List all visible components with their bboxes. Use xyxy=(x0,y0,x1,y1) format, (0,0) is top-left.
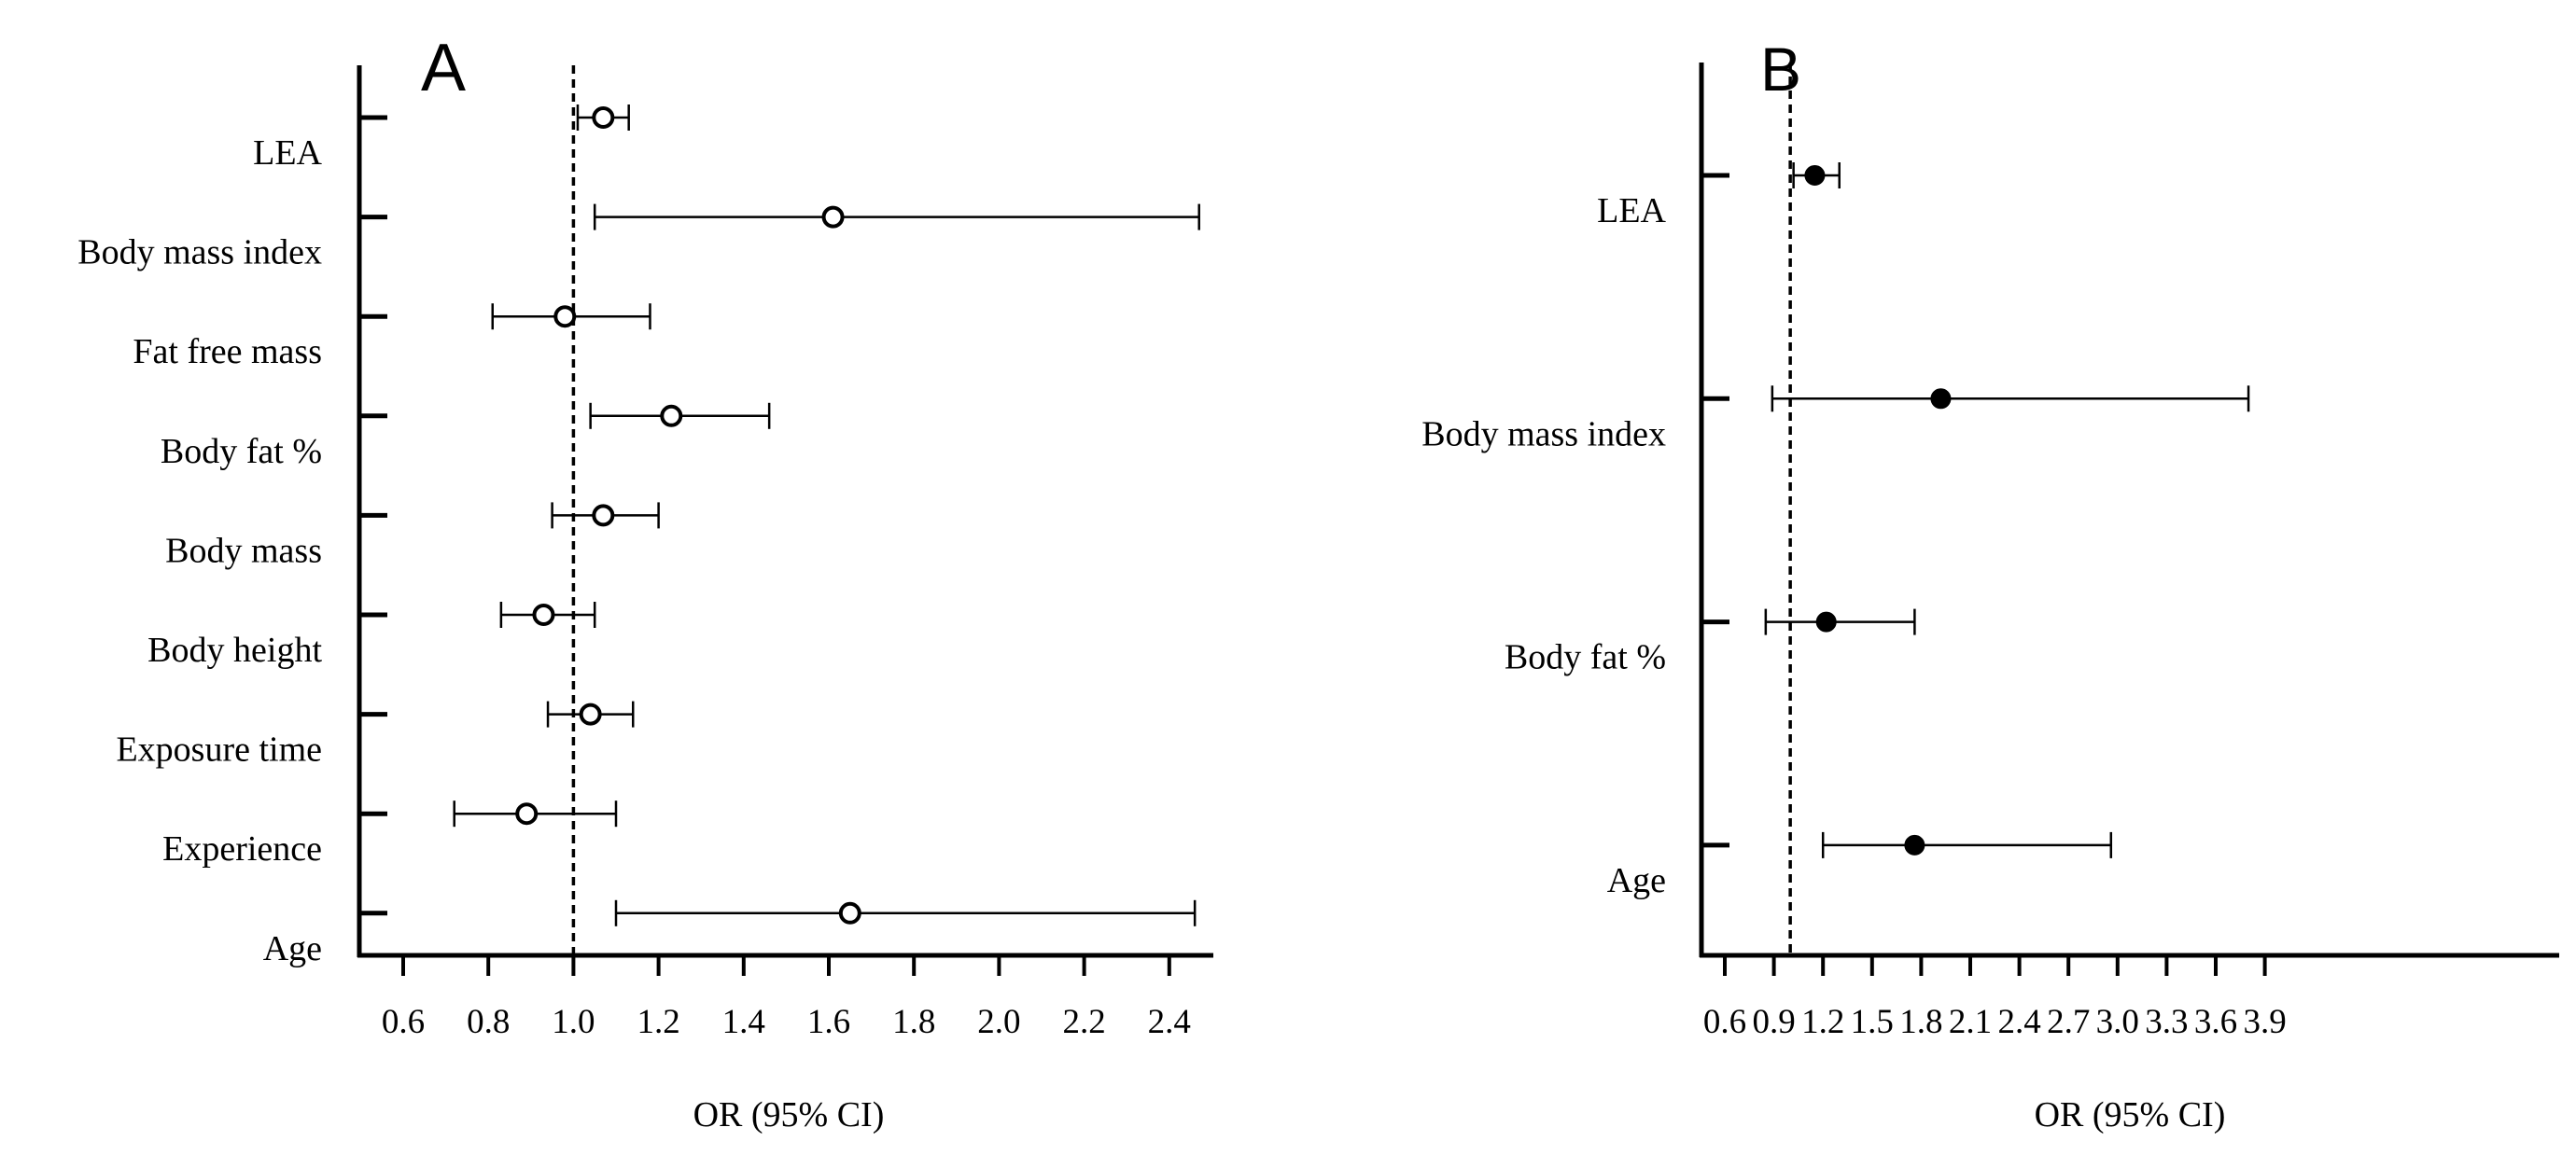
row-label: Age xyxy=(1607,861,1666,900)
x-tick-label: 0.6 xyxy=(1703,1003,1746,1041)
point-estimate xyxy=(821,205,845,229)
point-estimate xyxy=(532,604,555,626)
x-tick-label: 3.6 xyxy=(2194,1003,2237,1041)
point-estimate xyxy=(579,703,602,726)
x-tick-label: 1.4 xyxy=(722,1003,765,1041)
x-tick-label: 1.2 xyxy=(1801,1003,1844,1041)
forest-row: Age xyxy=(1607,831,2113,900)
x-tick-label: 1.6 xyxy=(807,1003,850,1041)
x-tick-label: 2.7 xyxy=(2047,1003,2090,1041)
forest-row: Fat free mass xyxy=(133,303,651,371)
x-tick-label: 1.8 xyxy=(892,1003,935,1041)
row-label: Body fat % xyxy=(161,432,322,471)
x-tick-label: 3.0 xyxy=(2096,1003,2139,1041)
x-tick-label: 1.2 xyxy=(637,1003,679,1041)
forest-row: LEA xyxy=(253,104,630,173)
x-axis-title: OR (95% CI) xyxy=(2035,1095,2226,1134)
point-estimate xyxy=(838,901,861,925)
row-label: Body mass index xyxy=(77,233,322,272)
x-tick-label: 2.4 xyxy=(1997,1003,2040,1041)
row-label: Body mass index xyxy=(1421,414,1666,453)
x-tick-label: 2.1 xyxy=(1949,1003,1992,1041)
forest-row: Body mass index xyxy=(77,203,1200,272)
forest-row: Age xyxy=(263,899,1197,968)
x-tick-label: 0.8 xyxy=(467,1003,510,1041)
row-label: Body mass xyxy=(165,531,322,570)
x-tick-label: 1.5 xyxy=(1851,1003,1894,1041)
forest-row: Body fat % xyxy=(161,402,771,471)
panel-A: A 0.6 0.8 1.0 1.2 1.4 1.6 1.8 2.0 2.2 2.4 OR (95% C… xyxy=(77,31,1213,1134)
row-label: Exposure time xyxy=(116,731,322,770)
point-estimate xyxy=(553,305,577,328)
row-label: LEA xyxy=(253,133,322,173)
forest-row: Body mass index xyxy=(1421,385,2250,453)
forest-row: Experience xyxy=(162,800,618,869)
row-label: Experience xyxy=(162,829,322,869)
x-tick-label: 2.4 xyxy=(1148,1003,1191,1041)
x-tick-label: 2.2 xyxy=(1062,1003,1105,1041)
x-tick-label: 0.6 xyxy=(382,1003,425,1041)
row-label: LEA xyxy=(1597,191,1666,230)
point-estimate xyxy=(1815,611,1837,633)
x-tick-label: 3.3 xyxy=(2145,1003,2188,1041)
forest-row: Exposure time xyxy=(116,701,635,770)
row-label: Fat free mass xyxy=(133,332,322,371)
x-tick-label: 1.8 xyxy=(1899,1003,1942,1041)
x-tick-label: 0.9 xyxy=(1752,1003,1795,1041)
forest-row: Body fat % xyxy=(1505,608,1916,677)
row-label: Body fat % xyxy=(1505,638,1666,677)
panel-label: B xyxy=(1760,35,1801,104)
point-estimate xyxy=(1930,388,1952,410)
forest-row: Body height xyxy=(147,602,596,670)
x-axis-title: OR (95% CI) xyxy=(693,1095,885,1134)
x-tick-label: 3.9 xyxy=(2243,1003,2286,1041)
point-estimate xyxy=(592,106,615,129)
point-estimate xyxy=(1904,834,1925,856)
row-label: Age xyxy=(263,929,322,968)
panel-B: B 0.6 0.9 1.2 1.5 1.8 2.1 2.4 2.7 3.0 3.3 3.6 3.9 OR … xyxy=(1421,35,2559,1134)
forest-row: Body mass xyxy=(165,502,660,570)
row-label: Body height xyxy=(147,631,322,670)
point-estimate xyxy=(592,504,615,527)
point-estimate xyxy=(515,802,539,826)
point-estimate xyxy=(1804,165,1826,186)
panel-label: A xyxy=(421,31,466,105)
x-tick-label: 1.0 xyxy=(552,1003,595,1041)
x-tick-label: 2.0 xyxy=(977,1003,1020,1041)
point-estimate xyxy=(660,404,683,427)
forest-row: LEA xyxy=(1597,162,1841,230)
